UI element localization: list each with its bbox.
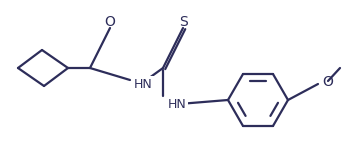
Text: O: O — [322, 75, 333, 89]
Text: O: O — [105, 15, 115, 29]
Text: HN: HN — [168, 98, 187, 111]
Text: S: S — [178, 15, 188, 29]
Text: HN: HN — [134, 77, 153, 90]
